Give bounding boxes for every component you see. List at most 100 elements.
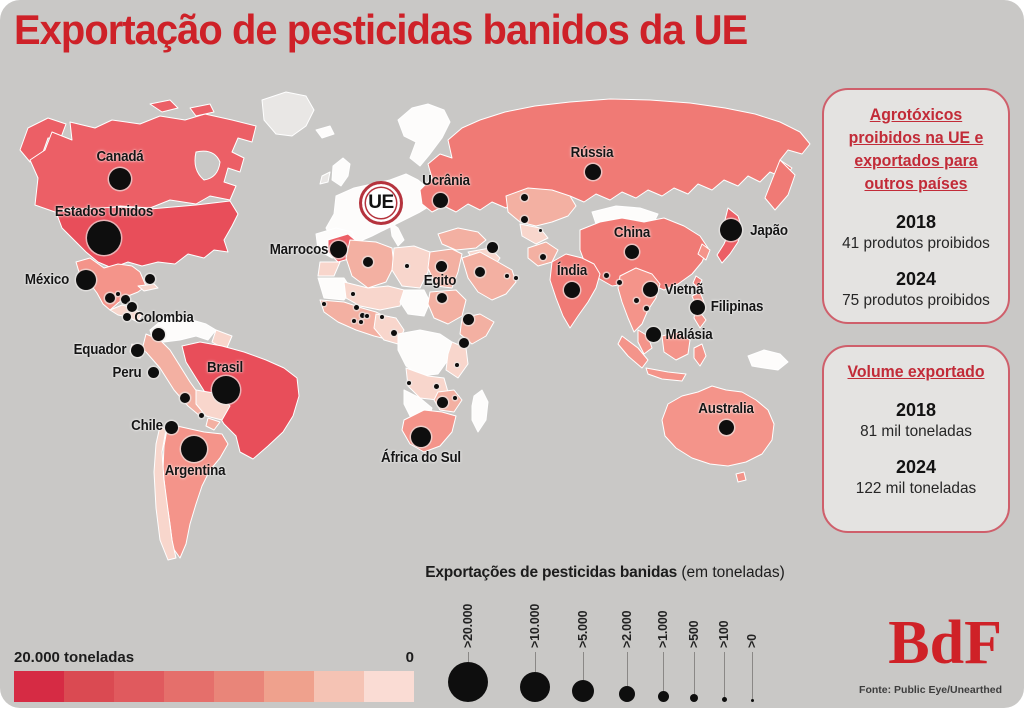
ue-badge: UE — [359, 181, 403, 225]
legend-size-label: >5.000 — [576, 610, 590, 648]
marker-dot — [127, 302, 137, 312]
marker-dot — [105, 293, 115, 303]
marker-dot — [181, 436, 207, 462]
marker-dot — [462, 313, 474, 325]
legend-size-label: >10.000 — [528, 603, 542, 648]
country-label: Ucrânia — [422, 173, 470, 189]
map-russia-east — [764, 159, 796, 211]
marker-dot — [391, 330, 397, 336]
colorbar-segment — [214, 671, 264, 702]
marker-dot — [353, 304, 359, 310]
year-label: 2018 — [895, 212, 937, 233]
marker-dot — [645, 326, 661, 342]
legend-connector-line — [626, 652, 628, 686]
marker-dot — [123, 313, 131, 321]
marker-dot — [359, 320, 363, 324]
marker-dot — [633, 297, 639, 303]
marker-dot — [352, 319, 356, 323]
country-label: Estados Unidos — [54, 204, 154, 220]
map-tasmania — [735, 471, 747, 483]
map-arctic-isle — [189, 103, 215, 117]
map-uk — [331, 157, 351, 187]
country-label: Australia — [698, 401, 754, 417]
map-sulawesi — [693, 343, 707, 367]
map-east-africa — [445, 341, 469, 379]
country-label: Canadá — [96, 149, 144, 165]
marker-dot — [436, 396, 448, 408]
map-korea — [697, 243, 711, 261]
map-hudson-bay — [194, 150, 221, 181]
map-greenland — [261, 91, 315, 137]
marker-dot — [145, 274, 155, 284]
marker-dot — [505, 274, 509, 278]
colorbar-segment — [264, 671, 314, 702]
map-chile — [153, 425, 177, 561]
country-label: México — [24, 272, 70, 288]
marker-dot — [520, 193, 528, 201]
marker-dot — [380, 315, 384, 319]
marker-dot — [437, 293, 447, 303]
page-title: Exportação de pesticidas banidos da UE — [14, 6, 748, 53]
marker-dot — [642, 281, 658, 297]
marker-dot — [120, 294, 130, 304]
marker-dot — [405, 264, 409, 268]
marker-dot — [486, 241, 498, 253]
marker-dot — [351, 292, 355, 296]
map-ireland — [319, 171, 331, 185]
map-paraguay — [205, 417, 221, 431]
legend-connector-line — [693, 652, 695, 694]
legend-size-label: >20.000 — [461, 603, 475, 648]
map-scandinavia — [397, 103, 451, 167]
legend-size-circle — [721, 697, 727, 702]
marker-dot — [198, 412, 204, 418]
marker-dot — [718, 419, 734, 435]
country-label: Equador — [73, 342, 127, 358]
marker-dot — [322, 302, 326, 306]
year-label: 2024 — [895, 269, 937, 290]
legend-size-circle — [690, 694, 698, 702]
legend-connector-line — [723, 652, 725, 697]
marker-dot — [585, 164, 601, 180]
marker-dot — [109, 168, 131, 190]
info-box-title: Volume exportado — [847, 363, 985, 381]
map-sumatra — [617, 335, 649, 369]
colorbar-segment — [64, 671, 114, 702]
colorbar-min-label: 0 — [405, 649, 414, 666]
legend-size-circle — [750, 699, 754, 702]
marker-dot — [329, 240, 347, 258]
colorbar-segment — [114, 671, 164, 702]
marker-dot — [603, 272, 609, 278]
legend-size-label: >100 — [717, 620, 731, 648]
marker-dot — [625, 245, 639, 259]
map-china — [579, 217, 709, 291]
marker-dot — [180, 393, 190, 403]
legend-size-circle — [448, 662, 488, 702]
country-label: Colombia — [134, 310, 194, 326]
bdf-logo: BdF — [888, 609, 1002, 677]
colorbar-labels: 20.000 toneladas 0 — [14, 649, 414, 666]
legend-size-label: >500 — [687, 620, 701, 648]
legend-connector-line — [582, 652, 584, 680]
legend-size-circle — [520, 672, 550, 702]
map-mali-niger — [343, 281, 405, 311]
map-arctic-isle — [149, 99, 179, 113]
colorbar-segment — [364, 671, 414, 702]
legend-connector-line — [751, 652, 753, 699]
marker-dot — [147, 366, 159, 378]
colorbar-segment — [14, 671, 64, 702]
marker-dot — [407, 381, 411, 385]
map-madagascar — [471, 389, 489, 433]
marker-dot — [689, 299, 705, 315]
legend-size-circle — [657, 691, 669, 702]
marker-dot — [564, 282, 580, 298]
marker-dot — [435, 260, 447, 272]
stat-value: 41 produtos proibidos — [842, 235, 990, 253]
legend-connector-line — [467, 652, 469, 662]
marker-dot — [76, 270, 96, 290]
marker-dot — [520, 215, 528, 223]
legend-size-circle — [619, 686, 635, 702]
map-iceland — [315, 125, 335, 139]
legend-connector-line — [662, 652, 664, 691]
